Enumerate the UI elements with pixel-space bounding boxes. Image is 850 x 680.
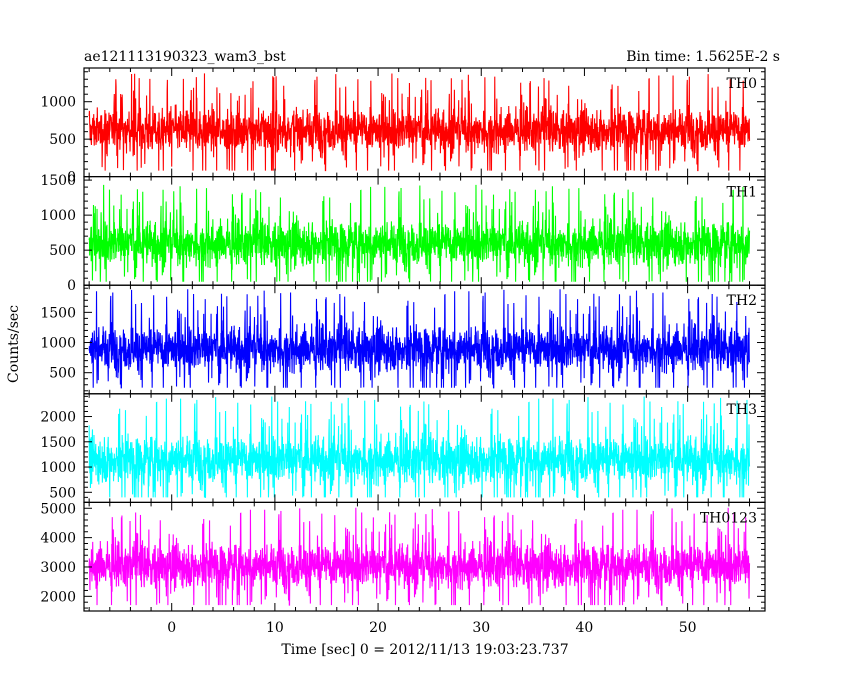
x-tick-label: 20: [369, 620, 387, 636]
panel-th0123: 2000 3000 4000 5000 TH0123: [40, 501, 766, 612]
y-tick-label: 500: [49, 243, 76, 259]
y-tick-label: 3000: [40, 560, 76, 576]
y-tick-label: 1500: [40, 305, 76, 321]
y-tick-label: 1000: [40, 208, 76, 224]
y-tick-label: 500: [49, 485, 76, 501]
panel-th1: 0 500 1000 1500 TH1: [40, 173, 766, 294]
y-tick-label: 1500: [40, 435, 76, 451]
series-label-th3: TH3: [727, 402, 757, 418]
chart-title: ae121113190323_wam3_bst: [84, 49, 286, 65]
y-tick-label: 500: [49, 132, 76, 148]
y-tick-label: 1500: [40, 173, 76, 189]
series-line-th0: [88, 73, 751, 172]
y-tick-label: 1000: [40, 460, 76, 476]
x-tick-label: 0: [167, 620, 176, 636]
x-tick-label: 10: [266, 620, 284, 636]
panel-th0: 0 500 1000 TH0: [40, 67, 766, 186]
series-label-th0: TH0: [727, 76, 757, 92]
series-label-th0123: TH0123: [700, 510, 757, 526]
panel-frame: [83, 501, 766, 612]
series-line-th0123: [88, 507, 751, 606]
y-tick-label: 4000: [40, 531, 76, 547]
y-axis-label: Counts/sec: [6, 305, 22, 383]
series-line-th1: [88, 184, 751, 283]
y-tick-label: 0: [67, 170, 76, 186]
y-tick-label: 1000: [40, 336, 76, 352]
y-tick-label: 0: [67, 278, 76, 294]
y-tick-label: 2000: [40, 410, 76, 426]
y-tick-label: 2000: [40, 589, 76, 605]
y-tick-label: 5000: [40, 501, 76, 517]
series-label-th2: TH2: [727, 293, 757, 309]
series-line-th3: [88, 396, 751, 498]
panel-th3: 500 1000 1500 2000 TH3: [40, 393, 766, 503]
x-tick-label: 40: [576, 620, 594, 636]
x-axis-label: Time [sec] 0 = 2012/11/13 19:03:23.737: [281, 642, 568, 658]
y-tick-label: 1000: [40, 95, 76, 111]
x-tick-label: 50: [679, 620, 697, 636]
series-label-th1: TH1: [727, 185, 757, 201]
panel-th2: 500 1000 1500 TH2: [40, 284, 766, 395]
chart-subtitle: Bin time: 1.5625E-2 s: [626, 49, 780, 65]
series-line-th2: [88, 289, 751, 389]
panels-group: 05001000TH0050010001500TH150010001500TH2…: [40, 67, 766, 636]
y-tick-label: 500: [49, 366, 76, 382]
x-tick-label: 30: [472, 620, 490, 636]
